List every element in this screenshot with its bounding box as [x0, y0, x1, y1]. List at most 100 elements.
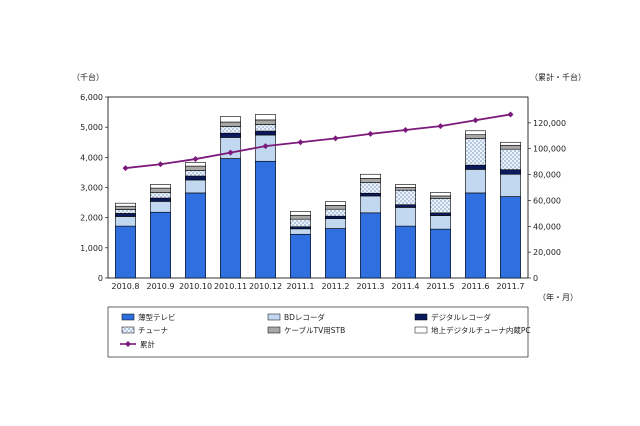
right-tick-label: 0: [533, 274, 538, 283]
bar-segment-2: [360, 195, 381, 214]
bar-segment-5: [185, 165, 206, 171]
bar-segment-2: [395, 207, 416, 227]
bar-segment-5: [465, 134, 486, 139]
x-tick-label: 2011.2: [322, 282, 350, 291]
bar-segment-3: [220, 132, 241, 138]
x-tick-label: 2010.12: [249, 282, 282, 291]
cumulative-point: [297, 139, 304, 146]
bar-segment-1: [465, 192, 486, 279]
bar-segment-5: [115, 205, 136, 210]
right-tick-label: 120,000: [533, 119, 566, 128]
bar-segment-4: [150, 192, 171, 199]
bar-segment-1: [255, 160, 276, 279]
bar-segment-5: [150, 187, 171, 193]
right-tick-label: 80,000: [533, 171, 561, 180]
x-axis-title: （年・月）: [538, 292, 578, 302]
bar-segment-6: [150, 184, 171, 189]
x-tick-label: 2011.5: [427, 282, 455, 291]
bar-segment-4: [360, 182, 381, 194]
bar-segment-3: [430, 212, 451, 216]
plot-area: [107, 96, 529, 279]
cumulative-point: [192, 156, 199, 163]
bar-segment-2: [115, 216, 136, 227]
bar-segment-3: [290, 226, 311, 230]
right-tick-label: 60,000: [533, 196, 561, 205]
bar-segment-1: [150, 211, 171, 279]
cumulative-line: [122, 111, 514, 172]
bar-segment-3: [150, 197, 171, 202]
bar-segment-6: [290, 211, 311, 216]
bar-segment-5: [395, 187, 416, 191]
bar-segment-5: [430, 195, 451, 199]
right-axis-title: （累計・千台）: [530, 72, 586, 82]
bar-segment-4: [395, 189, 416, 205]
left-axis-title: （千台）: [72, 72, 104, 82]
cumulative-point: [507, 111, 514, 118]
bar-segment-6: [255, 114, 276, 121]
x-axis-labels: 2010.8 2010.9 2010.10 2010.11 2010.12 2011.1 2…: [112, 282, 525, 291]
bar-segment-4: [430, 198, 451, 214]
bar-stacks: [115, 114, 521, 279]
x-tick-label: 2010.10: [179, 282, 212, 291]
x-tick-label: 2010.8: [112, 282, 140, 291]
legend-line-marker: [125, 341, 131, 347]
left-tick-label: 4,000: [80, 153, 103, 162]
cumulative-point: [437, 123, 444, 130]
left-tick-label: 3,000: [80, 184, 103, 193]
bar-segment-3: [115, 213, 136, 217]
bar-segment-1: [360, 212, 381, 279]
bar-segment-3: [185, 175, 206, 181]
x-tick-label: 2010.9: [147, 282, 175, 291]
bar-segment-2: [185, 179, 206, 194]
legend-swatch: [414, 326, 428, 334]
x-tick-label: 2010.11: [214, 282, 247, 291]
cumulative-line-path: [125, 113, 511, 170]
right-tick-label: 40,000: [533, 222, 561, 231]
bar-segment-2: [500, 173, 521, 197]
bar-segment-5: [255, 119, 276, 125]
right-tick-label: 20,000: [533, 248, 561, 257]
bar-segment-1: [430, 228, 451, 279]
bar-segment-1: [220, 158, 241, 279]
bar-segment-1: [115, 225, 136, 279]
bar-segment-6: [395, 184, 416, 188]
bar-segment-2: [150, 201, 171, 213]
bar-segment-5: [360, 178, 381, 183]
bar-segment-5: [220, 121, 241, 127]
left-tick-label: 6,000: [80, 93, 103, 102]
legend-swatch: [121, 326, 135, 334]
legend-label: 地上デジタルチューナ内蔵PC: [431, 325, 531, 335]
bar-segment-5: [500, 144, 521, 150]
bar-segment-2: [430, 215, 451, 230]
bar-segment-6: [430, 192, 451, 197]
left-axis-ticks: 0 1,000 2,000 3,000 4,000 5,000 6,000: [80, 93, 108, 283]
left-tick-label: 1,000: [80, 244, 103, 253]
bar-segment-4: [220, 126, 241, 134]
legend-label: 累計: [140, 339, 155, 349]
bar-segment-3: [500, 169, 521, 175]
x-tick-label: 2011.1: [287, 282, 315, 291]
bar-segment-4: [185, 170, 206, 177]
bar-segment-4: [290, 218, 311, 228]
x-tick-label: 2011.7: [497, 282, 525, 291]
right-axis-ticks: 0 20,000 40,000 60,000 80,000 100,000 120,000: [528, 119, 566, 283]
bar-segment-1: [325, 228, 346, 279]
x-tick-label: 2011.3: [357, 282, 385, 291]
bar-segment-3: [395, 204, 416, 208]
legend-label: ケーブルTV用STB: [284, 325, 345, 335]
bar-segment-6: [360, 173, 381, 179]
left-tick-label: 0: [98, 274, 103, 283]
x-tick-label: 2011.6: [462, 282, 490, 291]
legend-swatch: [267, 313, 281, 321]
bar-segment-2: [290, 228, 311, 235]
bar-segment-2: [465, 169, 486, 194]
legend-label: 薄型テレビ: [138, 312, 176, 322]
bar-segment-1: [185, 192, 206, 279]
bar-segment-3: [360, 192, 381, 197]
bar-segment-2: [325, 218, 346, 229]
cumulative-point: [367, 130, 374, 137]
bar-segment-4: [325, 208, 346, 217]
bar-segment-6: [325, 201, 346, 206]
right-tick-label: 100,000: [533, 145, 566, 154]
